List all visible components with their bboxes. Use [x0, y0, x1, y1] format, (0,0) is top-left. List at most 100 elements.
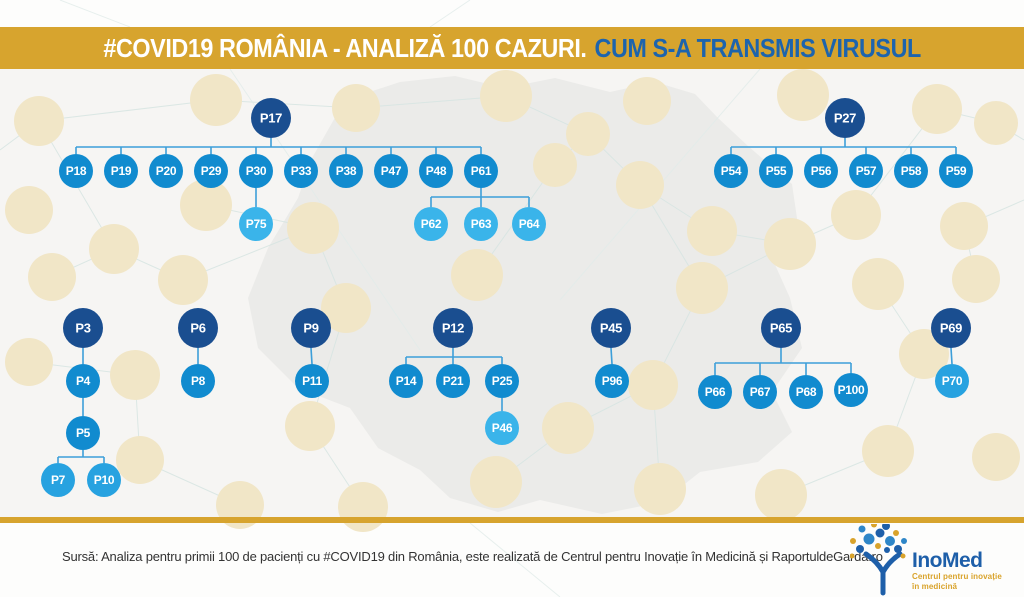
logo-tagline-1: Centrul pentru inovație	[912, 572, 1002, 581]
tree-P27: P27 P54 P55 P56 P57 P58 P59	[714, 98, 973, 188]
title-part-1: #COVID19 ROMÂNIA - ANALIZĂ 100 CAZURI.	[103, 33, 587, 63]
title-part-2: CUM S-A TRANSMIS VIRUSUL	[594, 33, 921, 63]
node-label-P45: P45	[600, 321, 622, 336]
node-P63: P63	[464, 207, 498, 241]
node-P59: P59	[939, 154, 973, 188]
node-P47: P47	[374, 154, 408, 188]
node-label-P61: P61	[471, 164, 492, 178]
node-label-P11: P11	[302, 374, 322, 388]
node-label-P12: P12	[442, 321, 464, 336]
node-label-P33: P33	[291, 164, 312, 178]
node-P10: P10	[87, 463, 121, 497]
node-P6: P6	[178, 308, 218, 348]
node-P64: P64	[512, 207, 546, 241]
node-P19: P19	[104, 154, 138, 188]
connector-P61	[430, 188, 530, 207]
node-label-P47: P47	[381, 164, 402, 178]
inomed-tree-icon	[850, 524, 907, 596]
tree-P6: P6 P8	[178, 308, 218, 398]
node-label-P63: P63	[471, 217, 492, 231]
node-P17: P17	[251, 98, 291, 138]
logo-tagline-2: în medicină	[912, 582, 958, 591]
node-label-P20: P20	[156, 164, 177, 178]
node-P21: P21	[436, 364, 470, 398]
node-label-P8: P8	[191, 374, 206, 388]
node-P46: P46	[485, 411, 519, 445]
node-label-P58: P58	[901, 164, 922, 178]
connector-P27	[730, 138, 957, 154]
node-label-P55: P55	[766, 164, 787, 178]
connector-P17	[75, 138, 482, 154]
node-P9: P9	[291, 308, 331, 348]
node-label-P38: P38	[336, 164, 357, 178]
node-P11: P11	[295, 364, 329, 398]
node-label-P17: P17	[260, 111, 282, 126]
node-label-P70: P70	[942, 374, 963, 388]
node-label-P75: P75	[246, 217, 267, 231]
page-title: #COVID19 ROMÂNIA - ANALIZĂ 100 CAZURI. CU…	[103, 27, 921, 69]
node-label-P18: P18	[66, 164, 87, 178]
node-P29: P29	[194, 154, 228, 188]
node-label-P27: P27	[834, 111, 856, 126]
node-label-P9: P9	[303, 321, 318, 336]
node-P33: P33	[284, 154, 318, 188]
node-P14: P14	[389, 364, 423, 398]
tree-P45: P45 P96	[591, 308, 631, 398]
connector-P65	[714, 348, 852, 375]
node-P4: P4	[66, 364, 100, 398]
node-label-P29: P29	[201, 164, 222, 178]
connector-P69	[950, 347, 953, 365]
node-label-P54: P54	[721, 164, 742, 178]
tree-P12: P12 P14 P21 P25 P46	[389, 308, 519, 445]
node-P25: P25	[485, 364, 519, 398]
node-P48: P48	[419, 154, 453, 188]
node-P45: P45	[591, 308, 631, 348]
inomed-logo: InoMed Centrul pentru inovație în medici…	[850, 524, 1016, 596]
node-label-P48: P48	[426, 164, 447, 178]
node-label-P7: P7	[51, 473, 66, 487]
node-P7: P7	[41, 463, 75, 497]
node-label-P56: P56	[811, 164, 832, 178]
node-label-P96: P96	[602, 374, 623, 388]
node-label-P3: P3	[75, 321, 90, 336]
node-label-P5: P5	[76, 426, 91, 440]
node-P57: P57	[849, 154, 883, 188]
node-label-P25: P25	[492, 374, 513, 388]
tree-P3: P3 P4 P5 P7 P10	[41, 308, 121, 497]
node-P66: P66	[698, 375, 732, 409]
node-P5: P5	[66, 416, 100, 450]
node-label-P14: P14	[396, 374, 417, 388]
connector-P5	[57, 450, 105, 463]
node-label-P19: P19	[111, 164, 132, 178]
node-label-P100: P100	[838, 383, 865, 397]
node-P61: P61	[464, 154, 498, 188]
tree-P65: P65 P66 P67 P68 P100	[698, 308, 868, 409]
node-label-P59: P59	[946, 164, 967, 178]
node-P54: P54	[714, 154, 748, 188]
node-label-P68: P68	[796, 385, 817, 399]
tree-P9: P9 P11	[291, 308, 331, 398]
node-P8: P8	[181, 364, 215, 398]
tree-P69: P69 P70	[931, 308, 971, 398]
node-label-P6: P6	[190, 321, 205, 336]
node-P100: P100	[834, 373, 868, 407]
node-P56: P56	[804, 154, 838, 188]
node-P58: P58	[894, 154, 928, 188]
node-P18: P18	[59, 154, 93, 188]
node-P68: P68	[789, 375, 823, 409]
tree-P17: P17 P18 P19 P20 P29 P30 P33 P38 P47 P48 P61 P75 P62 P…	[59, 98, 546, 241]
connector-P45	[610, 347, 613, 365]
node-label-P10: P10	[94, 473, 115, 487]
node-label-P64: P64	[519, 217, 540, 231]
node-P20: P20	[149, 154, 183, 188]
node-label-P66: P66	[705, 385, 726, 399]
node-P75: P75	[239, 207, 273, 241]
footer-divider	[0, 517, 1024, 523]
node-P69: P69	[931, 308, 971, 348]
node-P67: P67	[743, 375, 777, 409]
node-label-P67: P67	[750, 385, 771, 399]
node-P3: P3	[63, 308, 103, 348]
node-label-P57: P57	[856, 164, 877, 178]
